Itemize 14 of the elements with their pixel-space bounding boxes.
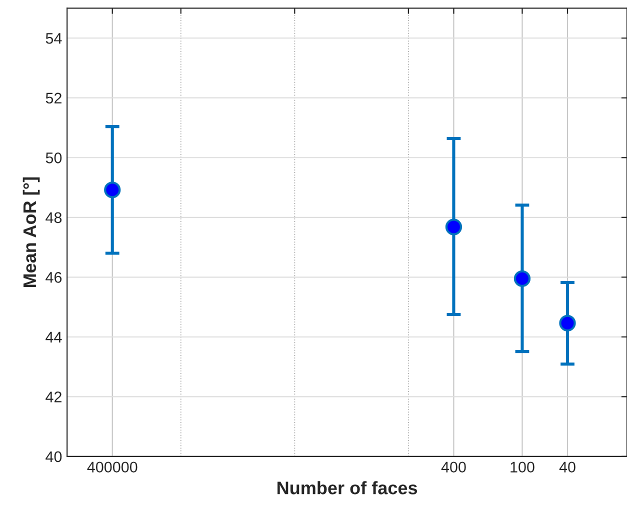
x-axis-title: Number of faces: [278, 481, 418, 494]
x-tick-label: 100: [510, 462, 534, 473]
x-tick-label: 40: [559, 462, 576, 473]
y-tick-label: 42: [46, 392, 62, 402]
y-tick-label: 50: [46, 152, 62, 164]
y-tick-label: 40: [46, 451, 62, 462]
y-tick-label: 52: [46, 92, 62, 104]
y-axis-title: Mean AoR [°]: [22, 177, 40, 288]
y-tick-label: 46: [46, 272, 62, 283]
y-tick-label: 54: [46, 33, 62, 44]
y-tick-label: 44: [46, 332, 62, 342]
y-tick-label: 48: [46, 212, 62, 224]
x-tick-label: 400: [441, 462, 466, 473]
x-tick-label: 400000: [87, 462, 138, 473]
